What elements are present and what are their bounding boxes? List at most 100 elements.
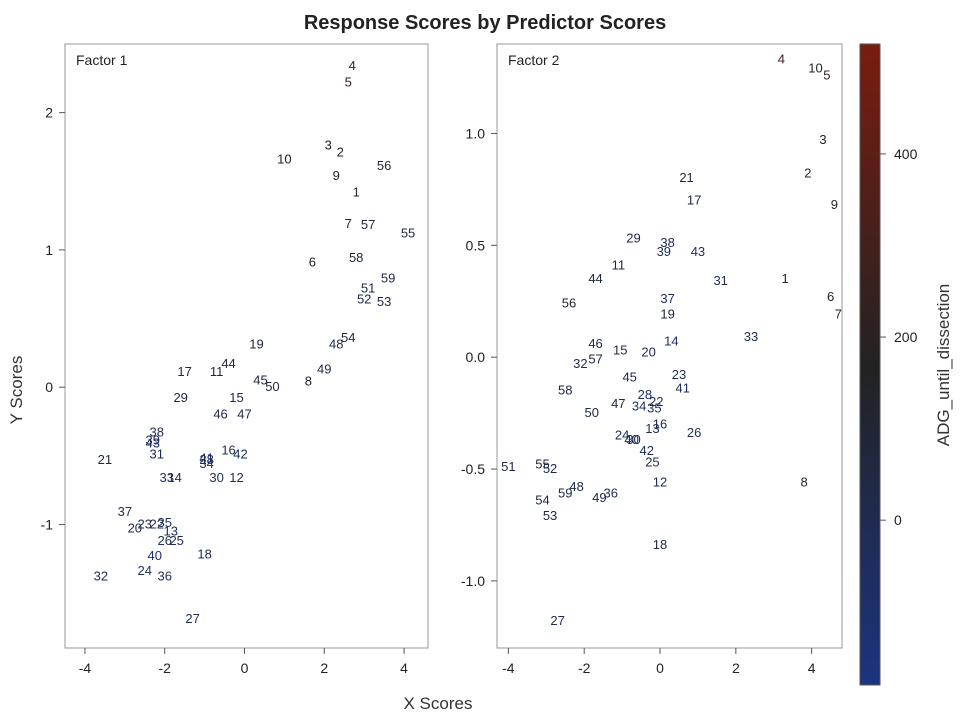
y-axis-label: Y Scores — [7, 356, 26, 425]
data-point-label: 18 — [197, 547, 211, 562]
y-tick-label: 2 — [45, 105, 53, 121]
data-point-label: 1 — [782, 271, 789, 286]
panel-label: Factor 1 — [76, 52, 128, 68]
data-point-label: 14 — [664, 334, 678, 349]
data-point-label: 12 — [653, 474, 667, 489]
data-point-label: 52 — [357, 291, 371, 306]
data-point-label: 21 — [98, 452, 112, 467]
data-point-label: 6 — [827, 289, 834, 304]
data-point-label: 25 — [169, 533, 183, 548]
data-point-label: 4 — [349, 58, 356, 73]
data-point-label: 39 — [146, 433, 160, 448]
data-point-label: 54 — [341, 330, 355, 345]
data-point-label: 53 — [377, 294, 391, 309]
plot-frame — [496, 43, 843, 649]
data-point-label: 5 — [823, 67, 830, 82]
data-point-label: 42 — [233, 446, 247, 461]
data-point-label: 59 — [558, 486, 572, 501]
data-point-label: 14 — [167, 470, 181, 485]
data-point-label: 30 — [209, 470, 223, 485]
data-point-label: 16 — [653, 416, 667, 431]
data-point-label: 19 — [660, 307, 674, 322]
data-point-label: 12 — [229, 470, 243, 485]
data-point-label: 40 — [148, 548, 162, 563]
y-tick-label: 0.5 — [466, 237, 486, 253]
colorbar-tick-label: 200 — [894, 329, 918, 345]
data-point-label: 26 — [157, 533, 171, 548]
data-point-label: 7 — [835, 307, 842, 322]
data-point-label: 8 — [800, 474, 807, 489]
data-point-label: 17 — [177, 364, 191, 379]
data-point-label: 55 — [535, 457, 549, 472]
x-tick-label: -4 — [502, 660, 515, 676]
data-point-label: 45 — [622, 369, 636, 384]
data-point-label: 32 — [573, 356, 587, 371]
data-point-label: 24 — [615, 427, 629, 442]
y-tick-label: -1.0 — [461, 573, 485, 589]
data-point-label: 27 — [550, 613, 564, 628]
data-point-label: 34 — [632, 398, 646, 413]
data-point-label: 9 — [333, 168, 340, 183]
data-point-label: 29 — [173, 390, 187, 405]
data-point-label: 30 — [626, 432, 640, 447]
data-point-label: 44 — [588, 271, 602, 286]
data-point-label: 31 — [150, 446, 164, 461]
data-point-label: 24 — [138, 563, 152, 578]
data-point-label: 11 — [612, 257, 626, 272]
color-legend: 0 200 400 ADG_until_dissection — [859, 43, 953, 686]
data-point-label: 56 — [562, 295, 576, 310]
data-point-label: 20 — [128, 521, 142, 536]
data-point-label: 49 — [592, 490, 606, 505]
data-point-label: 46 — [588, 336, 602, 351]
data-point-label: 32 — [94, 569, 108, 584]
x-tick-label: -4 — [79, 660, 92, 676]
data-point-label: 3 — [325, 138, 332, 153]
data-point-label: 37 — [660, 291, 674, 306]
data-point-label: 15 — [613, 342, 627, 357]
data-point-label: 23 — [138, 516, 152, 531]
data-point-label: 13 — [163, 523, 177, 538]
data-point-label: 33 — [159, 470, 173, 485]
data-point-label: 52 — [543, 461, 557, 476]
data-point-label: 16 — [221, 442, 235, 457]
data-point-label: 21 — [679, 170, 693, 185]
y-tick-label: 0 — [45, 379, 53, 395]
data-point-label: 39 — [657, 244, 671, 259]
data-point-label: 33 — [744, 329, 758, 344]
data-point-label: 58 — [558, 383, 572, 398]
data-point-label: 10 — [808, 61, 822, 76]
data-point-label: 13 — [645, 421, 659, 436]
data-point-label: 53 — [543, 508, 557, 523]
data-point-label: 2 — [337, 144, 344, 159]
data-point-label: 36 — [604, 486, 618, 501]
y-tick-label: 1 — [45, 242, 53, 258]
data-point-label: 9 — [831, 197, 838, 212]
data-point-label: 1 — [353, 184, 360, 199]
data-point-label: 42 — [640, 443, 654, 458]
colorbar-gradient — [859, 43, 881, 686]
x-tick-label: 0 — [656, 660, 664, 676]
data-point-label: 2 — [804, 166, 811, 181]
data-point-label: 8 — [305, 374, 312, 389]
data-point-label: 59 — [381, 271, 395, 286]
data-point-label: 43 — [691, 244, 705, 259]
y-tick-label: -0.5 — [461, 461, 485, 477]
colorbar-tick-label: 400 — [894, 146, 918, 162]
data-point-label: 4 — [778, 52, 785, 67]
data-point-label: 54 — [535, 492, 549, 507]
x-tick-label: 4 — [808, 660, 816, 676]
data-point-label: 40 — [624, 432, 638, 447]
plot-frame — [64, 43, 429, 649]
y-tick-label: -1 — [41, 516, 54, 532]
colorbar-ticks: 0 200 400 — [880, 146, 918, 528]
chart-title: Response Scores by Predictor Scores — [304, 12, 666, 34]
data-point-label: 45 — [253, 372, 267, 387]
x-tick-label: 0 — [241, 660, 249, 676]
x-tick-label: 4 — [400, 660, 408, 676]
data-point-label: 47 — [237, 407, 251, 422]
data-point-label: 22 — [649, 394, 663, 409]
data-point-label: 10 — [277, 151, 291, 166]
